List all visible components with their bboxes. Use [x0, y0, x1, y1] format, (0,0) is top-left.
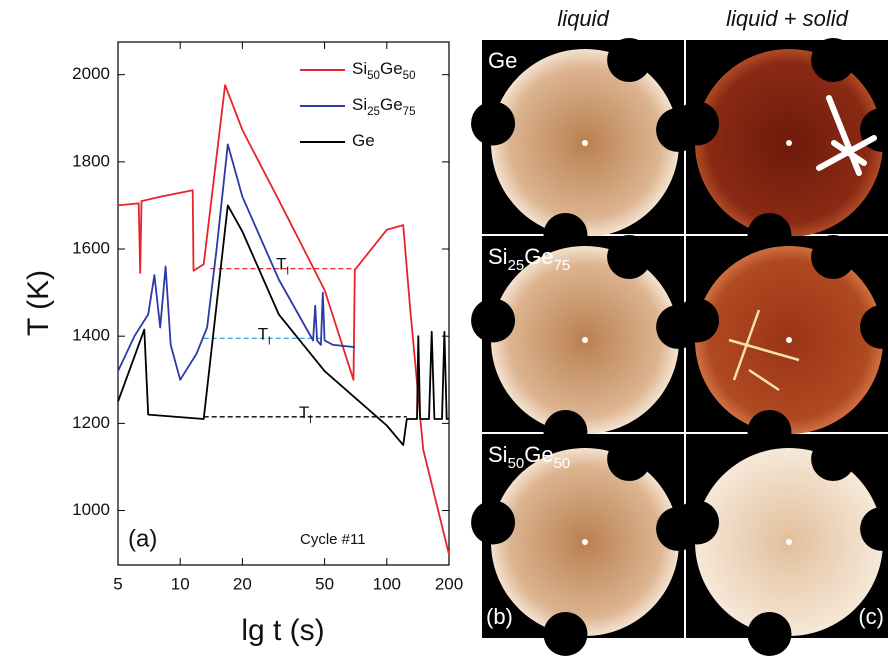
hot-spot: [582, 140, 588, 146]
panel-tag: (c): [858, 604, 884, 629]
row-label: Si50Ge50: [488, 442, 570, 473]
notch: [471, 298, 516, 343]
plot-frame: [117, 41, 450, 566]
series-line: [117, 143, 355, 381]
legend-label: Ge: [352, 131, 375, 150]
hot-spot: [786, 337, 792, 343]
legend-label: Si50Ge50: [352, 59, 416, 82]
liquidus-symbol: T: [258, 325, 268, 344]
hot-spot: [582, 337, 588, 343]
x-axis-title: lg t (s): [241, 614, 324, 647]
column-heading: liquid: [557, 6, 609, 31]
y-axis-title: T (K): [22, 270, 55, 336]
x-tick-label: 50: [315, 574, 334, 593]
notch: [543, 611, 588, 656]
notch: [675, 500, 720, 545]
x-tick-label: 200: [435, 574, 463, 593]
y-tick-label: 1800: [72, 151, 110, 170]
dendrite: [728, 309, 800, 392]
liquidus-label: Tl: [299, 403, 312, 425]
notch: [675, 101, 720, 146]
notch: [607, 38, 652, 83]
row-label: Ge: [488, 48, 517, 73]
image-panels: liquid liquid + solid Ge Si25Ge75 Si50Ge50 (b…: [471, 6, 888, 656]
notch: [471, 500, 516, 545]
x-tick-label: 20: [233, 574, 252, 593]
liquidus-subscript: l: [287, 266, 289, 278]
liquidus-symbol: T: [276, 255, 286, 274]
hot-spot: [582, 539, 588, 545]
x-tick-label: 100: [373, 574, 401, 593]
column-heading: liquid + solid: [726, 6, 848, 31]
notch: [607, 235, 652, 280]
liquidus-label: Tl: [276, 255, 289, 277]
series-line: [117, 204, 449, 446]
y-tick-label: 2000: [72, 64, 110, 83]
y-tick-label: 1600: [72, 239, 110, 258]
hot-spot: [786, 539, 792, 545]
series-line: [117, 84, 450, 555]
notch: [471, 101, 516, 146]
y-tick-label: 1200: [72, 413, 110, 432]
notch: [607, 437, 652, 482]
y-tick-label: 1000: [72, 500, 110, 519]
liquidus-subscript: l: [268, 335, 270, 347]
legend-label: Si25Ge75: [352, 95, 416, 118]
x-tick-label: 5: [113, 574, 122, 593]
notch: [860, 304, 888, 349]
y-tick-label: 1400: [72, 326, 110, 345]
liquidus-subscript: l: [309, 414, 311, 426]
hot-spot: [786, 140, 792, 146]
notch: [811, 437, 856, 482]
liquidus-label: Tl: [258, 325, 271, 347]
notch: [747, 611, 792, 656]
notch: [675, 298, 720, 343]
panel-tag: (b): [486, 604, 513, 629]
dendrite: [816, 95, 877, 176]
row-label: Si25Ge75: [488, 244, 570, 275]
panel-tag: (a): [128, 525, 157, 552]
notch: [811, 38, 856, 83]
notch: [811, 235, 856, 280]
liquidus-symbol: T: [299, 403, 309, 422]
notch: [860, 506, 888, 551]
x-tick-label: 10: [171, 574, 190, 593]
annotation: Cycle #11: [300, 531, 366, 548]
